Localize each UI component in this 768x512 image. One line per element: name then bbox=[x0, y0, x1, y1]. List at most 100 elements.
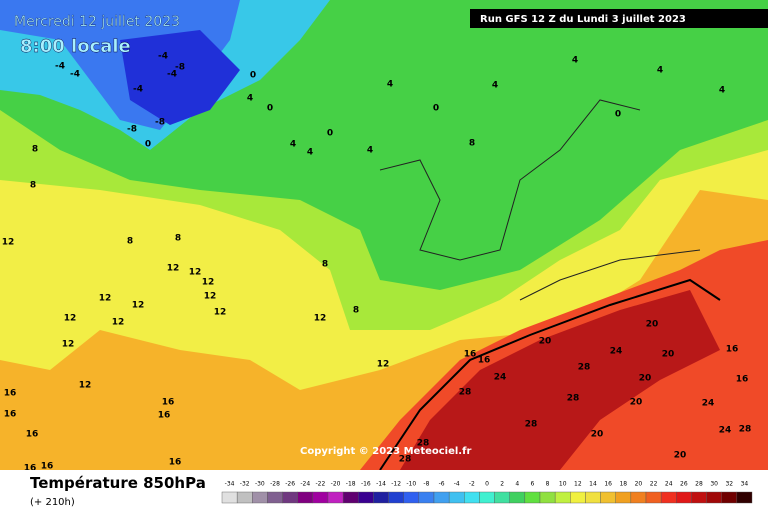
scale-label: 18 bbox=[619, 481, 627, 488]
scale-label: 32 bbox=[725, 481, 733, 488]
scale-label: -8 bbox=[423, 481, 429, 488]
zone-28 bbox=[400, 290, 720, 470]
scale-label: -30 bbox=[255, 481, 265, 488]
scale-swatch bbox=[373, 491, 389, 504]
contour-label: 12 bbox=[189, 268, 202, 278]
contour-label: 28 bbox=[417, 439, 430, 449]
contour-label: 4 bbox=[367, 146, 373, 156]
scale-label: 24 bbox=[665, 481, 673, 488]
contour-label: 12 bbox=[314, 314, 327, 324]
contour-label: 8 bbox=[322, 260, 328, 270]
scale-swatch bbox=[297, 491, 314, 504]
scale-swatch bbox=[418, 491, 435, 504]
contour-label: 16 bbox=[4, 410, 17, 420]
contour-label: 0 bbox=[327, 129, 333, 139]
contour-label: 16 bbox=[4, 389, 17, 399]
contour-label: 12 bbox=[132, 301, 145, 311]
scale-label: 4 bbox=[515, 481, 519, 488]
scale-label: -6 bbox=[439, 481, 445, 488]
contour-label: 0 bbox=[615, 110, 621, 120]
scale-label: -34 bbox=[225, 481, 235, 488]
footer-title: Température 850hPa bbox=[30, 474, 206, 492]
scale-label: 0 bbox=[485, 481, 489, 488]
contour-label: 24 bbox=[610, 347, 623, 357]
contour-label: -8 bbox=[155, 118, 165, 128]
date: Mercredi 12 juillet 2023 bbox=[14, 14, 180, 30]
contour-label: 4 bbox=[290, 140, 296, 150]
contour-label: 16 bbox=[41, 462, 54, 472]
scale-swatch bbox=[524, 491, 541, 504]
scale-swatch bbox=[645, 491, 662, 504]
contour-label: 16 bbox=[169, 458, 182, 468]
scale-swatch bbox=[358, 491, 374, 504]
run-info: Run GFS 12 Z du Lundi 3 juillet 2023 bbox=[480, 14, 686, 25]
contour-label: 28 bbox=[459, 388, 472, 398]
color-scale: -34 -32 -30 -28 -26 -24 -22 -20 -18 -16 -14 -12 -10-… bbox=[221, 481, 753, 504]
contour-label: 24 bbox=[702, 399, 715, 409]
scale-swatch bbox=[736, 491, 753, 504]
contour-label: -8 bbox=[127, 125, 137, 135]
scale-swatch bbox=[615, 491, 632, 504]
contour-label: 0 bbox=[433, 104, 439, 114]
contour-label: 4 bbox=[572, 56, 578, 66]
contour-label: 20 bbox=[674, 451, 687, 461]
scale-swatch bbox=[448, 491, 465, 504]
scale-label: -28 bbox=[270, 481, 280, 488]
local-time: 8:00 locale bbox=[20, 36, 131, 57]
scale-swatch bbox=[691, 491, 707, 504]
contour-label: 8 bbox=[175, 234, 181, 244]
contour-label: 20 bbox=[630, 398, 643, 408]
contour-label: 20 bbox=[639, 374, 652, 384]
scale-swatch bbox=[554, 491, 571, 504]
scale-label: 6 bbox=[531, 481, 535, 488]
contour-label: 12 bbox=[377, 360, 390, 370]
contour-label: 4 bbox=[387, 80, 393, 90]
map: Run GFS 12 Z du Lundi 3 juillet 2023 Mer… bbox=[0, 0, 768, 474]
contour-label: 16 bbox=[478, 356, 491, 366]
contour-label: 16 bbox=[726, 345, 739, 355]
scale-label: 12 bbox=[574, 481, 582, 488]
contour-label: 8 bbox=[353, 306, 359, 316]
contour-label: 20 bbox=[591, 430, 604, 440]
contour-label: 12 bbox=[167, 264, 180, 274]
scale-swatch bbox=[464, 491, 480, 504]
contour-label: -4 bbox=[158, 52, 168, 62]
scale-label: 20 bbox=[635, 481, 643, 488]
contour-label: 20 bbox=[662, 350, 675, 360]
scale-label: -20 bbox=[331, 481, 341, 488]
scale-label: -14 bbox=[376, 481, 386, 488]
scale-swatch bbox=[342, 491, 359, 504]
scale-label: -2 bbox=[469, 481, 475, 488]
contour-label: 12 bbox=[62, 340, 75, 350]
contour-label: 4 bbox=[247, 94, 253, 104]
contour-label: 12 bbox=[99, 294, 112, 304]
contour-label: 28 bbox=[399, 455, 412, 465]
scale-swatch bbox=[509, 491, 526, 504]
scale-swatch bbox=[236, 491, 253, 504]
contour-label: 28 bbox=[578, 363, 591, 373]
footer-lead: (+ 210h) bbox=[30, 497, 75, 508]
contour-label: 12 bbox=[79, 381, 92, 391]
scale-label: -10 bbox=[406, 481, 416, 488]
contour-label: 12 bbox=[204, 292, 217, 302]
contour-label: -4 bbox=[55, 62, 65, 72]
scale-swatch bbox=[327, 491, 344, 504]
contour-label: 12 bbox=[64, 314, 77, 324]
contour-label: 4 bbox=[492, 81, 498, 91]
scale-label: 22 bbox=[650, 481, 658, 488]
coastline bbox=[379, 99, 701, 301]
scale-label: -16 bbox=[361, 481, 371, 488]
contour-label: 16 bbox=[26, 430, 39, 440]
scale-label: -26 bbox=[285, 481, 295, 488]
scale-label: 30 bbox=[710, 481, 718, 488]
scale-swatch bbox=[433, 491, 450, 504]
footer bbox=[0, 470, 768, 512]
scale-swatch bbox=[388, 491, 404, 504]
contour-label: 4 bbox=[307, 148, 313, 158]
scale-label: -12 bbox=[391, 481, 401, 488]
contour-label: 20 bbox=[646, 320, 659, 330]
scale-swatch bbox=[494, 491, 510, 504]
contour-label: 20 bbox=[539, 337, 552, 347]
